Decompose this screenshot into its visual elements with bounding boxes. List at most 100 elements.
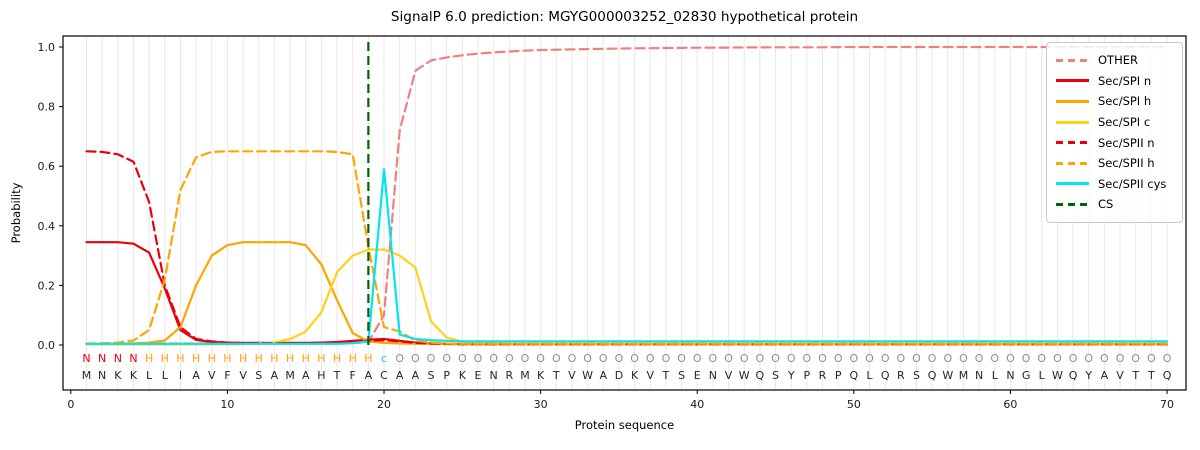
sequence-letter: A bbox=[600, 369, 608, 382]
sequence-letter: Q bbox=[756, 369, 765, 382]
sequence-letter: F bbox=[224, 369, 230, 382]
sequence-letter: Y bbox=[1084, 369, 1092, 382]
annotation-letter: O bbox=[427, 352, 436, 365]
annotation-letter: H bbox=[161, 352, 169, 365]
sequence-letter: Q bbox=[849, 369, 858, 382]
annotation-letter: H bbox=[208, 352, 216, 365]
sequence-letter: V bbox=[568, 369, 576, 382]
annotation-letter: O bbox=[1053, 352, 1062, 365]
annotation-letter: O bbox=[1069, 352, 1078, 365]
sequence-letter: S bbox=[678, 369, 685, 382]
x-tick-label: 40 bbox=[690, 398, 704, 411]
x-tick-label: 0 bbox=[67, 398, 74, 411]
sequence-letter: V bbox=[646, 369, 654, 382]
annotation-letter: N bbox=[98, 352, 106, 365]
annotation-letter: O bbox=[849, 352, 858, 365]
sequence-letter: M bbox=[82, 369, 92, 382]
x-tick-label: 60 bbox=[1003, 398, 1017, 411]
annotation-letter: N bbox=[114, 352, 122, 365]
sequence-letter: L bbox=[162, 369, 169, 382]
sequence-letter: V bbox=[208, 369, 216, 382]
annotation-letter: O bbox=[552, 352, 561, 365]
sequence-letter: F bbox=[350, 369, 356, 382]
chart-title: SignalP 6.0 prediction: MGYG000003252_02… bbox=[390, 9, 859, 25]
sequence-letter: A bbox=[302, 369, 310, 382]
annotation-letter: H bbox=[255, 352, 263, 365]
annotation-letter: H bbox=[223, 352, 231, 365]
legend-entry-sec-spi-n: Sec/SPI n bbox=[1056, 71, 1173, 92]
annotation-letter: O bbox=[865, 352, 874, 365]
x-tick-label: 30 bbox=[534, 398, 548, 411]
sequence-letter: S bbox=[255, 369, 262, 382]
y-tick-label: 0.0 bbox=[38, 339, 56, 352]
annotation-letter: N bbox=[129, 352, 137, 365]
sequence-letter: K bbox=[114, 369, 122, 382]
y-tick-label: 1.0 bbox=[38, 41, 56, 54]
sequence-letter: Q bbox=[881, 369, 890, 382]
sequence-letter: K bbox=[130, 369, 138, 382]
sequence-letter: T bbox=[1131, 369, 1139, 382]
annotation-letter: O bbox=[615, 352, 624, 365]
annotation-letter: O bbox=[583, 352, 592, 365]
annotation-letter: H bbox=[317, 352, 325, 365]
legend-entry-sec-spii-h: Sec/SPII h bbox=[1056, 153, 1173, 174]
legend-line-sample bbox=[1056, 141, 1089, 145]
legend-entry-label: Sec/SPII n bbox=[1098, 135, 1155, 150]
sequence-letter: A bbox=[396, 369, 404, 382]
annotation-letter: O bbox=[959, 352, 968, 365]
sequence-letter: A bbox=[412, 369, 420, 382]
annotation-letter: O bbox=[724, 352, 733, 365]
annotation-letter: O bbox=[818, 352, 827, 365]
annotation-letter: O bbox=[975, 352, 984, 365]
sequence-letter: K bbox=[537, 369, 545, 382]
legend-line-sample bbox=[1056, 161, 1089, 165]
series-line-sec-spii-n bbox=[85, 150, 1169, 346]
series-line-other bbox=[85, 45, 1169, 345]
legend: OTHER Sec/SPI n Sec/SPI h Sec/SPI c Sec/SPII… bbox=[1046, 42, 1183, 223]
sequence-letter: N bbox=[1006, 369, 1014, 382]
annotation-letter: O bbox=[395, 352, 404, 365]
sequence-letter: M bbox=[520, 369, 530, 382]
legend-line-sample bbox=[1056, 120, 1089, 124]
series-line-sec-spii-cys bbox=[85, 168, 1169, 345]
sequence-letter: G bbox=[1022, 369, 1031, 382]
annotation-letter: O bbox=[521, 352, 530, 365]
legend-entry-label: OTHER bbox=[1098, 53, 1138, 68]
y-axis-label: Probability bbox=[9, 182, 23, 244]
sequence-letter: K bbox=[459, 369, 467, 382]
sequence-letter: W bbox=[582, 369, 593, 382]
sequence-letter: P bbox=[443, 369, 450, 382]
annotation-letter: O bbox=[990, 352, 999, 365]
y-tick-label: 0.8 bbox=[38, 101, 56, 114]
x-tick-label: 70 bbox=[1160, 398, 1174, 411]
sequence-letter: V bbox=[239, 369, 247, 382]
sequence-letter: R bbox=[505, 369, 513, 382]
annotation-letter: H bbox=[176, 352, 184, 365]
sequence-letter: W bbox=[1052, 369, 1063, 382]
sequence-letter: N bbox=[490, 369, 498, 382]
x-tick-label: 50 bbox=[847, 398, 861, 411]
annotation-letter: O bbox=[489, 352, 498, 365]
x-tick-label: 10 bbox=[220, 398, 234, 411]
legend-entry-cs: CS bbox=[1056, 194, 1173, 215]
annotation-letter: O bbox=[756, 352, 765, 365]
annotation-letter: O bbox=[693, 352, 702, 365]
annotation-letter: O bbox=[474, 352, 483, 365]
sequence-letter: R bbox=[897, 369, 905, 382]
sequence-letter: I bbox=[179, 369, 182, 382]
axes-frame bbox=[62, 35, 1187, 391]
annotation-letter: O bbox=[787, 352, 796, 365]
sequence-letter: L bbox=[146, 369, 153, 382]
sequence-letter: N bbox=[709, 369, 717, 382]
legend-entry-other: OTHER bbox=[1056, 50, 1173, 71]
annotation-letter: O bbox=[1147, 352, 1156, 365]
legend-entry-label: Sec/SPI n bbox=[1098, 73, 1152, 88]
legend-entry-sec-spi-c: Sec/SPI c bbox=[1056, 112, 1173, 133]
annotation-letter: O bbox=[662, 352, 671, 365]
y-tick-label: 0.6 bbox=[38, 160, 56, 173]
annotation-letter: H bbox=[364, 352, 372, 365]
annotation-letter: H bbox=[270, 352, 278, 365]
sequence-letter: A bbox=[192, 369, 200, 382]
sequence-letter: M bbox=[285, 369, 295, 382]
sequence-letter: E bbox=[694, 369, 701, 382]
